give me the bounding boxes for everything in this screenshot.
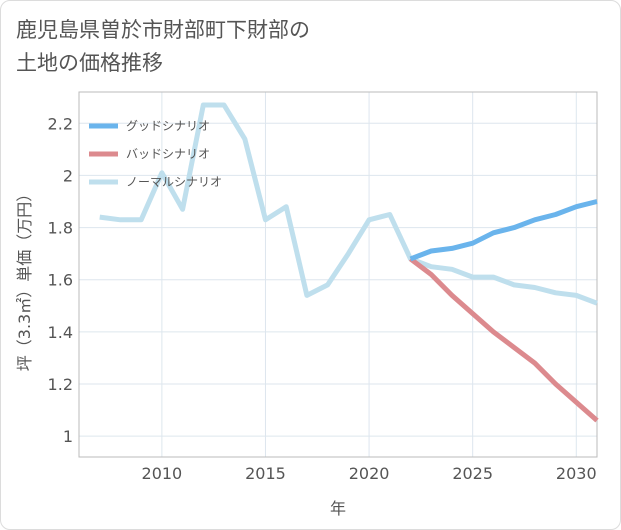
series-line-1 xyxy=(408,256,599,423)
legend-label: グッドシナリオ xyxy=(126,119,210,133)
x-tick-label: 2025 xyxy=(452,464,493,483)
y-tick-label: 1 xyxy=(63,427,73,446)
series-line-2 xyxy=(99,102,598,306)
plot-border xyxy=(78,91,598,458)
legend-label: ノーマルシナリオ xyxy=(126,175,222,189)
y-tick-label: 2 xyxy=(63,166,73,185)
series-line-0 xyxy=(409,199,598,262)
x-axis-label: 年 xyxy=(330,499,346,518)
x-tick-label: 2020 xyxy=(349,464,390,483)
y-tick-label: 1.8 xyxy=(48,219,73,238)
legend-label: バッドシナリオ xyxy=(126,147,210,161)
y-axis-label: 坪（3.3㎡）単価（万円） xyxy=(15,186,34,371)
x-tick-label: 2030 xyxy=(556,464,597,483)
y-tick-label: 1.6 xyxy=(48,271,73,290)
x-tick-label: 2015 xyxy=(245,464,286,483)
chart-title: 鹿児島県曽於市財部町下財部の 土地の価格推移 xyxy=(16,14,310,80)
title-line-2: 土地の価格推移 xyxy=(16,51,163,75)
y-tick-label: 1.4 xyxy=(48,323,73,342)
y-tick-labels: 1 1.2 1.4 1.6 1.8 2 2.2 xyxy=(48,114,73,446)
series-group xyxy=(99,102,599,423)
y-tick-label: 2.2 xyxy=(48,114,73,133)
x-tick-label: 2010 xyxy=(142,464,183,483)
x-tick-labels: 2010 2015 2020 2025 2030 xyxy=(142,464,597,483)
y-tick-label: 1.2 xyxy=(48,375,73,394)
title-line-1: 鹿児島県曽於市財部町下財部の xyxy=(16,18,310,42)
